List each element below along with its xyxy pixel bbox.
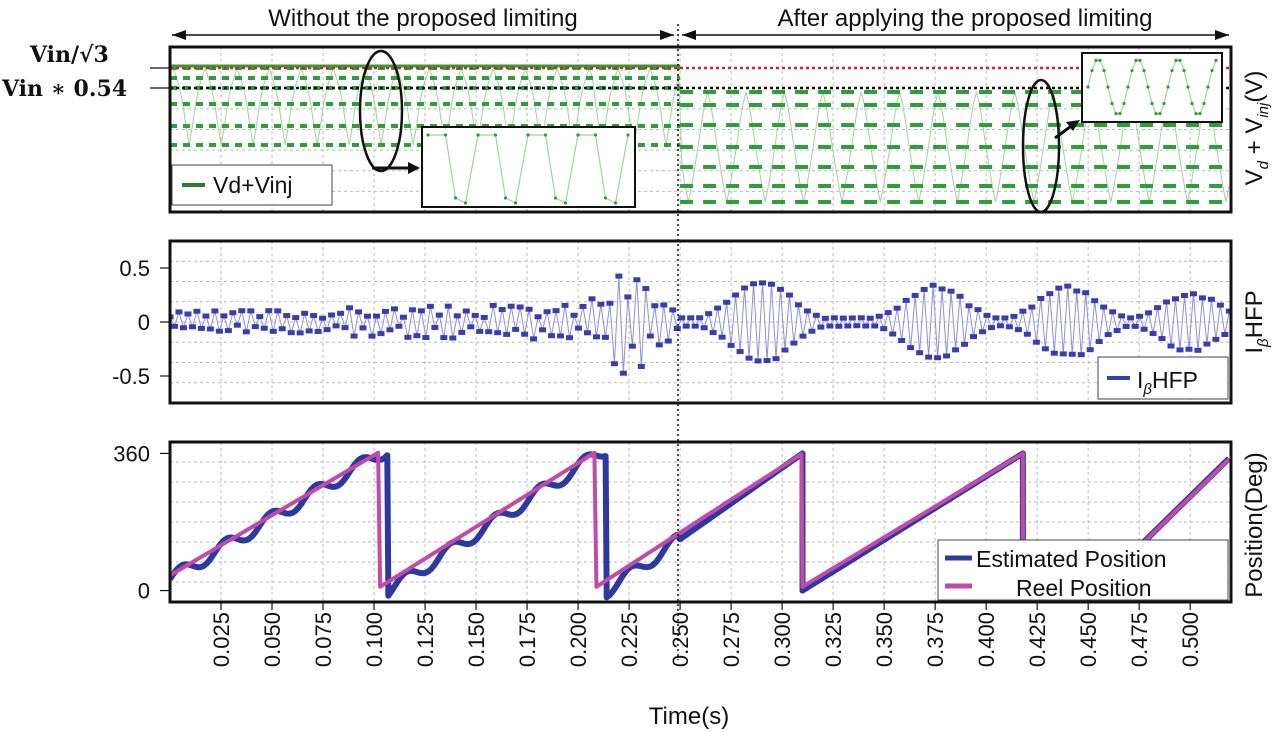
xtick-label: 0.350 — [872, 612, 897, 667]
ytick-position: 0 — [138, 579, 150, 604]
xtick-label: 0.225 — [617, 612, 642, 667]
level-high-label: Vin/√3 — [29, 42, 109, 68]
zoom-ellipse-left — [358, 49, 404, 173]
xtick-label: 0.050 — [260, 612, 285, 667]
legend-voltage: Vd+Vinj — [171, 164, 333, 206]
xtick-label: 0.250 — [668, 612, 693, 667]
ylabel-position: Position(Deg) — [1241, 452, 1268, 597]
xtick-label: 0.500 — [1178, 612, 1203, 667]
svg-text:IβHFP: IβHFP — [1137, 367, 1198, 398]
ytick-current: -0.5 — [112, 364, 150, 389]
ylabel-voltage: Vd + Vinj(V) — [1241, 71, 1272, 186]
xtick-label: 0.125 — [413, 612, 438, 667]
yticks-position: 360 0 — [113, 441, 170, 604]
left-region-label: Without the proposed limiting — [268, 5, 578, 32]
ytick-position: 360 — [113, 441, 150, 466]
reference-lines — [170, 66, 1231, 90]
zoom-ellipse-right — [1021, 78, 1061, 214]
xtick-label: 0.425 — [1025, 612, 1050, 667]
yticks-current: 0.5 0 -0.5 — [112, 256, 170, 389]
legend-label-vd-vinj: Vd+Vinj — [213, 172, 293, 198]
xtick-label: 0.200 — [566, 612, 591, 667]
xtick-label: 0.150 — [464, 612, 489, 667]
xtick-label: 0.100 — [362, 612, 387, 667]
panel-position: 360 0 Estimated Position Reel Position Po… — [113, 440, 1268, 604]
ytick-current: 0 — [138, 310, 150, 335]
right-region-label: After applying the proposed limiting — [778, 5, 1153, 32]
xtick-label: 0.175 — [515, 612, 540, 667]
series-position — [170, 450, 1231, 601]
xtick-label: 0.300 — [770, 612, 795, 667]
xtick-label: 0.075 — [311, 612, 336, 667]
region-arrows — [172, 30, 1229, 40]
xtick-label: 0.025 — [209, 612, 234, 667]
xtick-label: 0.400 — [974, 612, 999, 667]
legend-current: IβHFP — [1097, 356, 1229, 400]
xtick-label: 0.325 — [821, 612, 846, 667]
zoom-inset-left-trace — [426, 133, 630, 205]
level-low-label: Vin ∗ 0.54 — [1, 76, 127, 102]
legend-label-estimated: Estimated Position — [976, 546, 1166, 572]
xtick-label: 0.450 — [1076, 612, 1101, 667]
xtick-label: 0.475 — [1127, 612, 1152, 667]
zoom-inset-right — [1081, 52, 1223, 123]
svg-text:IβHFP: IβHFP — [1241, 290, 1272, 353]
svg-text:Vd + Vinj(V): Vd + Vinj(V) — [1241, 71, 1272, 186]
region-annotations: Without the proposed limiting After appl… — [172, 5, 1229, 40]
reel-position-trace — [170, 450, 1231, 593]
xtick-label: 0.375 — [923, 612, 948, 667]
xtick-label: 0.275 — [719, 612, 744, 667]
ytick-current: 0.5 — [119, 256, 150, 281]
grid-current — [170, 241, 1231, 403]
series-ibeta-hfp — [170, 273, 1231, 376]
panel-current: 0.5 0 -0.5 IβHFP IβHFP — [112, 239, 1272, 405]
panel-voltage: Vin/√3 Vin ∗ 0.54 Vd+Vinj Vd + Vinj(V) — [1, 42, 1272, 214]
zoom-annotations — [358, 49, 1223, 214]
legend-label-reel: Reel Position — [1016, 575, 1152, 601]
xticks: 0.025 0.050 0.075 0.100 0.125 0.150 0.175 0.200… — [209, 602, 1203, 667]
xlabel: Time(s) — [649, 703, 729, 730]
zoom-inset-left — [421, 126, 636, 208]
zoom-inset-right-trace — [1086, 58, 1218, 116]
legend-position: Estimated Position Reel Position — [937, 539, 1229, 601]
ylabel-current: IβHFP — [1241, 290, 1272, 353]
